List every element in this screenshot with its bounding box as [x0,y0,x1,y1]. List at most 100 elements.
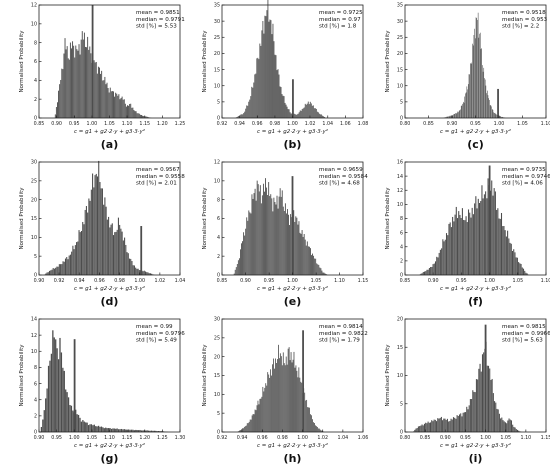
histogram-bar [451,115,452,118]
histogram-bar [120,98,122,118]
histogram-bar [267,0,269,118]
histogram-bar [129,103,131,118]
histogram-bar [289,112,291,118]
histogram-bar [237,116,239,118]
histogram-bar [471,62,473,118]
histogram-bar [308,407,309,432]
histogram-bar [519,263,521,275]
histogram-bar [96,73,98,118]
histogram-bar [63,261,65,275]
histogram-bar [238,258,240,275]
y-tick-label: 2 [34,97,37,103]
x-tick-label: 1.05 [87,435,98,441]
histogram-bar [505,236,507,275]
histogram-bar [146,116,148,118]
x-tick-label: 1.02 [155,278,166,284]
histogram-bar [59,337,61,432]
histogram-bar [425,271,427,275]
x-tick-label: 0.98 [114,278,125,284]
histogram-bar [510,420,513,432]
histogram-bar [471,399,473,432]
histogram-bar [296,114,298,118]
histogram-bar [278,358,280,432]
histogram-bar [308,104,310,118]
histogram-bar [45,273,47,275]
y-tick-label: 14 [31,317,37,323]
histogram-bar [289,225,290,275]
histogram-bar [51,269,53,275]
histogram-bar [280,196,282,275]
histogram-bar [48,270,51,275]
histogram-bar [267,195,269,275]
histogram-bar [484,79,486,118]
histogram-bar [136,113,138,118]
histogram-bar [308,246,310,275]
histogram-bar [448,116,449,118]
histogram-bar [321,430,323,432]
histogram-bar [275,55,277,118]
x-tick-label: 1.25 [157,435,168,441]
histogram-bar [93,60,95,118]
histogram-bar [256,180,258,275]
histogram-bar [84,209,86,275]
histogram-bar [283,210,285,275]
histogram-bar [109,428,111,432]
histogram-bar [432,264,434,275]
histogram-bar [481,354,484,432]
histogram-bar [475,38,476,118]
histogram-bar [58,90,60,118]
histogram-bar [104,76,106,118]
histogram-bar [500,212,503,275]
histogram-bar [312,419,313,432]
x-tick-label: 0.96 [94,278,105,284]
histogram-bar [296,370,298,432]
y-tick-label: 20 [31,197,37,203]
histogram-bar [111,91,113,118]
panel-a: 0.85 0.90 0.95 1.00 1.05 1.10 1.15 1.20 1.25 0 2 4 6… [19,3,185,151]
histogram-bar [479,32,481,119]
y-tick-label: 10 [31,22,37,28]
y-axis-label: Normalised Probability [202,344,208,407]
histogram-bar [108,216,110,275]
histogram-bar [262,386,264,432]
histogram-bar [284,102,286,118]
histogram-bar [79,232,81,275]
x-tick-label: 0.90 [447,121,458,127]
histogram-bar [455,113,456,118]
y-tick-label: 30 [31,160,37,166]
histogram-bar [429,422,432,432]
histogram-bar [74,57,76,118]
histogram-bar [114,232,116,275]
histogram-bar [160,431,163,432]
histogram-bar [494,401,496,432]
histogram-bar [501,417,503,432]
histogram-bar [302,108,304,118]
stats-line: median = 0.9791 [136,17,185,23]
histogram-bar [304,392,306,432]
histogram-bar [469,212,471,275]
histogram-bar [304,239,306,275]
histogram-bar [250,419,252,432]
histogram-bar [114,96,116,118]
histogram-bar [248,101,250,118]
x-tick-label: 0.90 [240,278,251,284]
panel-label: (f) [468,295,483,308]
histogram-bar [103,80,105,118]
histogram-bar [433,419,435,432]
histogram-bar [453,221,455,275]
histogram-bar [481,48,482,119]
histogram-bar [272,364,273,432]
x-tick-label: 1.00 [134,278,145,284]
y-tick-label: 2 [217,254,220,260]
histogram-bar [62,367,64,432]
histogram-bar [92,425,94,432]
y-tick-label: 12 [31,3,37,9]
histogram-bar [495,114,497,118]
histogram-bar [71,251,73,275]
histogram-bar [467,209,470,275]
y-tick-label: 0 [217,116,220,122]
x-tick-label: 1.15 [358,278,369,284]
histogram-bar [62,69,64,118]
histogram-bar [95,62,97,118]
histogram-bar [83,32,85,118]
